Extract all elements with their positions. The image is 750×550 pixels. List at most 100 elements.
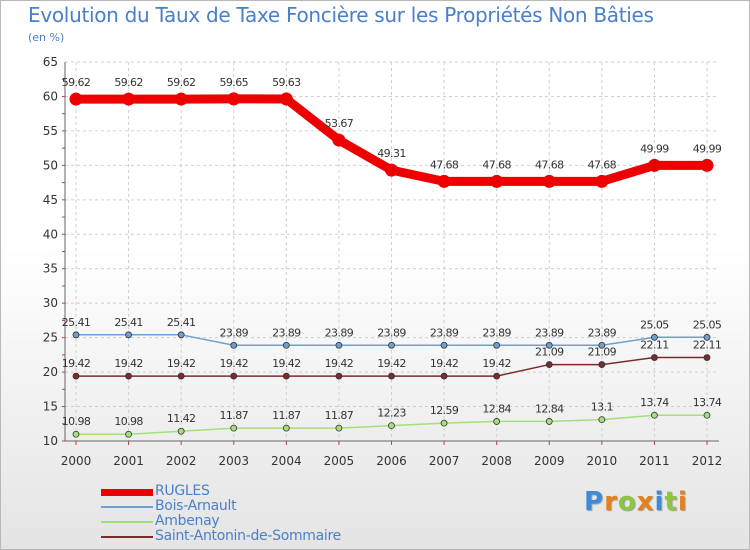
y-tick-label: 35: [43, 262, 58, 276]
proxiti-logo: Proxiti: [584, 487, 688, 517]
data-label: 22.11: [693, 339, 722, 352]
y-tick-label: 10: [43, 434, 58, 448]
y-tick-label: 65: [43, 55, 58, 69]
data-point: [177, 372, 185, 380]
data-label: 21.09: [535, 346, 564, 359]
data-label: 23.89: [377, 326, 406, 339]
data-point: [388, 422, 395, 430]
data-label: 19.42: [430, 357, 459, 370]
legend: RUGLES Bois-Arnault Ambenay Saint-Antoni…: [101, 483, 401, 545]
data-point: [72, 430, 80, 438]
x-tick-label: 2005: [324, 454, 355, 468]
data-point: [437, 174, 451, 188]
x-tick-label: 2010: [587, 454, 618, 468]
data-point: [177, 331, 185, 339]
data-label: 25.41: [114, 316, 143, 329]
data-label: 49.31: [377, 147, 406, 160]
data-label: 12.84: [482, 402, 511, 415]
data-label: 23.89: [430, 326, 459, 339]
data-label: 19.42: [377, 357, 406, 370]
data-label: 19.42: [482, 357, 511, 370]
data-point: [440, 372, 448, 380]
legend-label: Ambenay: [155, 513, 220, 529]
data-label: 19.42: [62, 357, 91, 370]
data-label: 22.11: [640, 339, 669, 352]
data-point: [279, 92, 293, 106]
data-point: [598, 341, 606, 349]
logo-letter: i: [654, 487, 665, 517]
logo-letter: r: [604, 487, 618, 517]
data-label: 23.89: [272, 326, 301, 339]
data-label: 23.89: [325, 326, 354, 339]
legend-label: Saint-Antonin-de-Sommaire: [155, 528, 341, 544]
data-point: [440, 419, 448, 427]
data-label: 25.41: [167, 316, 196, 329]
data-label: 25.05: [640, 318, 669, 331]
data-point: [651, 411, 658, 419]
data-label: 47.68: [430, 158, 459, 171]
data-point: [282, 372, 290, 380]
data-point: [542, 174, 556, 188]
unit-label: (en %): [28, 31, 65, 44]
data-label: 47.68: [535, 158, 564, 171]
logo-letter: P: [584, 487, 605, 517]
data-point: [493, 372, 501, 380]
data-point: [122, 92, 136, 106]
data-label: 13.74: [640, 396, 669, 409]
data-point: [490, 174, 504, 188]
y-tick-label: 15: [43, 400, 58, 414]
x-tick-label: 2009: [534, 454, 565, 468]
y-tick-label: 40: [43, 227, 58, 241]
data-label: 19.42: [114, 357, 143, 370]
data-point: [493, 341, 501, 349]
data-point: [174, 92, 188, 106]
legend-swatch-ambenay: [101, 521, 153, 523]
data-point: [335, 424, 343, 432]
data-point: [545, 341, 553, 349]
data-label: 12.59: [430, 404, 459, 417]
data-point: [230, 341, 238, 349]
data-point: [125, 430, 132, 438]
data-point: [595, 174, 609, 188]
data-label: 10.98: [62, 415, 91, 428]
data-point: [335, 341, 343, 349]
data-label: 53.67: [325, 117, 354, 130]
data-point: [385, 163, 398, 177]
y-tick-label: 50: [43, 158, 58, 172]
legend-item-ambenay: Ambenay: [101, 513, 401, 530]
data-label: 47.68: [482, 158, 511, 171]
data-point: [703, 333, 711, 341]
data-label: 19.42: [220, 357, 249, 370]
data-label: 11.87: [220, 409, 249, 422]
data-point: [651, 333, 658, 341]
data-point: [72, 372, 80, 380]
data-label: 47.68: [588, 158, 617, 171]
legend-label: Bois-Arnault: [155, 498, 237, 514]
logo-letter: t: [664, 487, 678, 517]
data-label: 13.74: [693, 396, 722, 409]
x-tick-label: 2011: [639, 454, 670, 468]
data-point: [227, 92, 241, 106]
data-point: [282, 424, 290, 432]
legend-swatch-bois-arnault: [101, 506, 153, 508]
legend-item-bois-arnault: Bois-Arnault: [101, 498, 401, 515]
data-point: [598, 416, 606, 424]
data-label: 19.42: [167, 357, 196, 370]
x-tick-label: 2008: [481, 454, 512, 468]
data-label: 12.84: [535, 402, 564, 415]
legend-item-rugles: RUGLES: [101, 483, 401, 500]
y-tick-label: 20: [43, 365, 58, 379]
data-point: [230, 372, 238, 380]
data-point: [335, 372, 343, 380]
data-label: 25.05: [693, 318, 722, 331]
logo-letter: x: [636, 487, 655, 517]
x-tick-label: 2006: [376, 454, 407, 468]
data-label: 11.42: [167, 412, 196, 425]
y-tick-label: 45: [43, 193, 58, 207]
data-label: 21.09: [588, 346, 617, 359]
data-point: [388, 372, 395, 380]
y-tick-label: 60: [43, 89, 58, 103]
data-label: 19.42: [325, 357, 354, 370]
x-tick-label: 2004: [271, 454, 302, 468]
data-label: 23.89: [588, 326, 617, 339]
